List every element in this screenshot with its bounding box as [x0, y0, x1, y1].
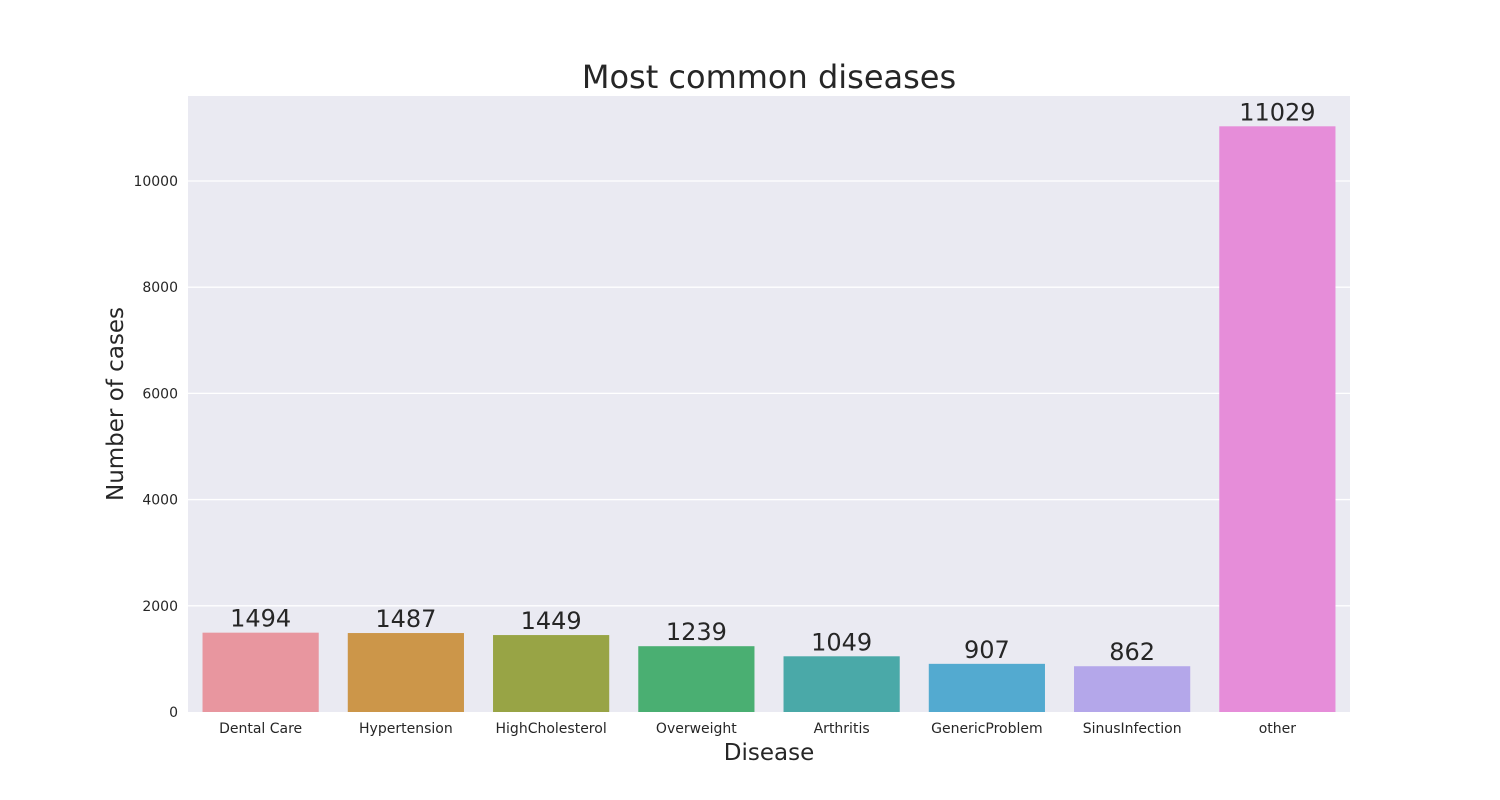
x-axis-ticks: Dental Care Hypertension HighCholesterol Ov…	[219, 721, 1296, 737]
bar-value-label: 862	[1109, 638, 1155, 666]
plot-area	[188, 96, 1350, 712]
bar-value-label: 1049	[811, 628, 872, 656]
chart-title: Most common diseases	[582, 58, 956, 96]
x-tick-label: GenericProblem	[931, 721, 1043, 737]
x-tick-label: Hypertension	[359, 721, 453, 737]
y-axis-ticks: 0 2000 4000 6000 8000 10000	[133, 174, 178, 721]
bar	[1219, 126, 1336, 712]
bar-value-label: 1487	[375, 605, 436, 633]
y-tick-label: 6000	[142, 386, 178, 402]
x-tick-label: HighCholesterol	[496, 721, 607, 737]
y-tick-label: 8000	[142, 280, 178, 296]
bar	[783, 656, 900, 712]
bar-value-label: 11029	[1239, 98, 1315, 126]
bar	[638, 646, 755, 712]
y-tick-label: 10000	[133, 174, 178, 190]
y-tick-label: 4000	[142, 493, 178, 509]
bar	[202, 632, 319, 712]
y-tick-label: 2000	[142, 599, 178, 615]
bar	[928, 663, 1045, 712]
x-tick-label: Overweight	[656, 721, 737, 737]
bars	[202, 126, 1336, 712]
y-tick-label: 0	[169, 705, 178, 721]
bar	[1074, 666, 1191, 712]
bar-value-label: 907	[964, 636, 1010, 664]
bar-value-label: 1239	[666, 618, 727, 646]
bar-value-label: 1449	[521, 607, 582, 635]
bar-value-label: 1494	[230, 605, 291, 633]
x-axis-title: Disease	[724, 740, 814, 766]
gridlines	[188, 180, 1350, 607]
bar	[347, 633, 464, 712]
data-labels: 1494 1487 1449 1239 1049 907 862 11029	[230, 98, 1315, 666]
x-tick-label: SinusInfection	[1083, 721, 1182, 737]
x-tick-label: Dental Care	[219, 721, 302, 737]
x-tick-label: Arthritis	[814, 721, 870, 737]
y-axis-title: Number of cases	[103, 307, 129, 501]
bar	[493, 635, 610, 712]
x-tick-label: other	[1259, 721, 1297, 737]
